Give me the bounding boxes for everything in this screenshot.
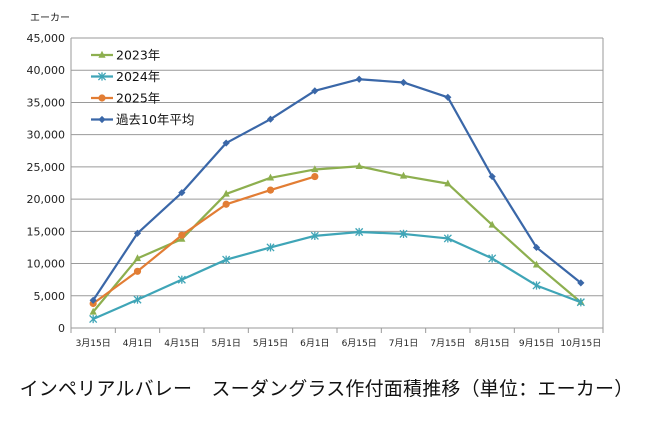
series-line <box>92 175 316 305</box>
data-point <box>133 229 142 237</box>
x-tick-label: 4月1日 <box>123 338 152 349</box>
x-tick-label: 6月15日 <box>342 338 377 349</box>
data-point <box>222 189 230 197</box>
x-tick-label: 7月1日 <box>389 338 418 349</box>
x-tick-label: 5月15日 <box>253 338 288 349</box>
line-chart: 0 5,000 10,000 15,000 20,000 25,000 30,000 35,0… <box>27 12 604 349</box>
y-tick-label: 25,000 <box>27 161 66 174</box>
data-point <box>133 295 142 304</box>
data-point <box>311 87 319 95</box>
data-point <box>133 254 142 262</box>
data-point <box>133 267 142 275</box>
data-point <box>177 275 186 284</box>
legend-marker <box>98 50 106 58</box>
legend-item: 2023年 <box>91 48 160 63</box>
series-3 <box>89 172 319 308</box>
data-point <box>266 243 275 252</box>
data-point <box>532 243 541 252</box>
y-tick-label: 40,000 <box>27 64 66 77</box>
data-point <box>311 172 319 181</box>
data-point <box>222 139 230 147</box>
data-point <box>222 200 230 208</box>
legend-label: 過去10年平均 <box>116 112 194 127</box>
x-tick-label: 4月15日 <box>164 338 199 349</box>
data-point <box>444 93 452 101</box>
legend-label: 2025年 <box>116 91 160 106</box>
series-4 <box>89 75 585 304</box>
data-point <box>266 173 275 181</box>
data-point <box>89 307 97 315</box>
data-point <box>355 162 363 169</box>
legend-item: 2024年 <box>91 69 160 84</box>
legend-item: 2025年 <box>91 91 160 106</box>
data-point <box>488 220 496 228</box>
y-axis: 0 5,000 10,000 15,000 20,000 25,000 30,000 35,0… <box>27 32 66 335</box>
chart-caption: インペリアルバレー スーダングラス作付面積推移（単位：エーカー） <box>19 378 634 400</box>
series-group <box>89 75 585 324</box>
data-point <box>266 186 275 194</box>
data-point <box>89 314 98 324</box>
data-point <box>532 281 541 290</box>
data-point <box>532 260 541 268</box>
y-tick-label: 35,000 <box>27 96 66 109</box>
y-tick-label: 15,000 <box>27 225 66 238</box>
data-point <box>355 75 363 83</box>
data-point <box>178 231 186 239</box>
x-tick-label: 6月1日 <box>300 338 329 349</box>
data-point <box>443 234 452 243</box>
series-line <box>92 165 582 313</box>
y-tick-label: 10,000 <box>27 258 66 271</box>
x-axis: 3月15日 4月1日 4月15日 5月1日 5月15日 6月1日 6月15日 7月1日 7月15… <box>70 328 604 349</box>
series-1 <box>89 162 585 315</box>
data-point <box>178 189 186 197</box>
legend-item: 過去10年平均 <box>91 112 194 127</box>
data-point <box>266 115 275 123</box>
y-tick-label: 45,000 <box>27 32 66 45</box>
legend-marker <box>98 94 106 102</box>
y-tick-label: 20,000 <box>27 193 66 206</box>
data-point <box>576 298 585 307</box>
data-point <box>310 231 319 240</box>
series-line <box>92 230 582 320</box>
data-point <box>222 255 231 264</box>
data-point <box>488 254 497 263</box>
y-tick-label: 0 <box>58 322 65 335</box>
x-tick-label: 3月15日 <box>76 338 111 349</box>
data-point <box>488 172 496 181</box>
data-point <box>89 296 97 304</box>
data-point <box>399 229 408 239</box>
data-point <box>399 171 408 179</box>
x-tick-label: 5月1日 <box>211 338 240 349</box>
data-point <box>444 179 452 187</box>
data-point <box>399 78 408 87</box>
y-tick-label: 5,000 <box>34 290 66 303</box>
legend-label: 2023年 <box>116 48 160 63</box>
data-point <box>355 227 364 237</box>
legend-marker <box>98 115 106 124</box>
data-point <box>311 165 319 173</box>
x-tick-label: 7月15日 <box>430 338 465 349</box>
series-line <box>92 78 582 301</box>
y-tick-label: 30,000 <box>27 129 66 142</box>
x-tick-label: 10月15日 <box>560 338 601 349</box>
y-axis-unit-label: エーカー <box>30 12 70 24</box>
legend-label: 2024年 <box>116 69 160 84</box>
x-tick-label: 8月15日 <box>475 338 510 349</box>
data-point <box>577 279 585 287</box>
legend-marker <box>97 72 107 81</box>
x-tick-label: 9月15日 <box>519 338 554 349</box>
series-2 <box>89 227 585 324</box>
